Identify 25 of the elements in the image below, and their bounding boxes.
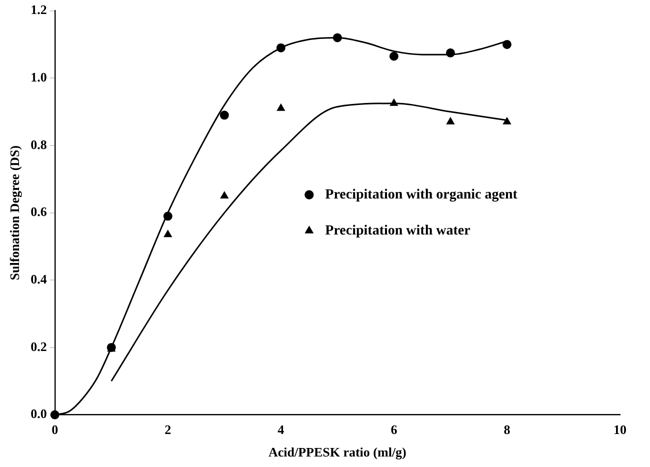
point (502, 40, 512, 49)
x-tick-label: 4 (278, 422, 285, 437)
point (389, 52, 398, 61)
legend-label: Precipitation with water (325, 223, 470, 238)
point (503, 117, 511, 124)
x-tick-label: 8 (504, 422, 511, 437)
y-tick-label: 0.6 (30, 204, 48, 220)
point (446, 117, 454, 124)
y-tick-label: 0.2 (30, 338, 47, 354)
y-tick-label: 1.2 (30, 2, 47, 18)
y-axis-title: Sulfonation Degree (DS) (7, 145, 22, 280)
y-tick-label: 1.0 (30, 69, 47, 84)
y-tick-label: 0.4 (30, 271, 48, 286)
x-tick-label: 0 (52, 422, 58, 437)
x-tick-label: 2 (164, 422, 172, 437)
point (164, 230, 172, 238)
x-axis-title: Acid/PPESK ratio (ml/g) (268, 444, 406, 460)
y-tick-label: 0.8 (30, 136, 48, 152)
legend-label: Precipitation with organic agent (325, 187, 518, 202)
x-tick-label: 10 (614, 422, 626, 437)
point (276, 104, 285, 111)
point (220, 191, 228, 198)
y-tick-label: 0.0 (30, 406, 47, 422)
x-tick-label: 6 (390, 422, 398, 437)
point (220, 110, 229, 120)
